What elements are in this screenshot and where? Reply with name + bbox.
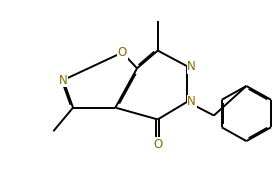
Text: O: O [118, 46, 127, 59]
Text: N: N [59, 74, 67, 87]
Text: N: N [187, 60, 196, 73]
Text: N: N [187, 95, 196, 108]
Text: O: O [153, 137, 162, 150]
